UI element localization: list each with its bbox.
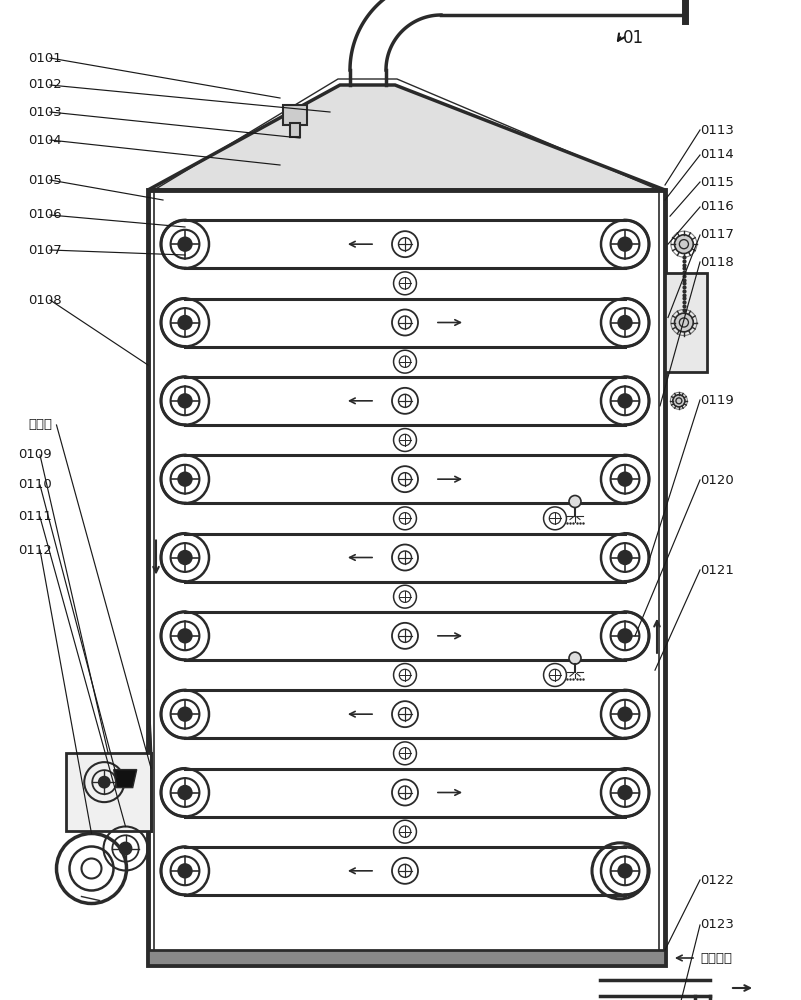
Text: 0123: 0123 [700,918,734,932]
Text: 观察口: 观察口 [28,418,52,432]
Circle shape [618,551,632,564]
Text: 0116: 0116 [700,200,734,214]
Bar [148,190,665,965]
Text: 0121: 0121 [700,564,734,576]
Circle shape [673,395,685,407]
Circle shape [179,316,191,329]
Text: 0103: 0103 [28,105,62,118]
Circle shape [618,472,632,486]
Circle shape [179,786,191,799]
Text: 0106: 0106 [28,209,62,222]
Text: 0119: 0119 [700,393,734,406]
Text: 0104: 0104 [28,133,62,146]
Text: 0122: 0122 [700,874,734,886]
Bar [66,752,151,830]
Bar [283,105,307,125]
Polygon shape [148,85,665,190]
Circle shape [618,237,632,251]
Circle shape [569,652,581,664]
Circle shape [179,237,191,251]
Text: 0115: 0115 [700,176,734,188]
Circle shape [618,394,632,408]
Text: 0111: 0111 [18,510,52,524]
Bar [665,273,707,372]
Circle shape [569,495,581,508]
Circle shape [179,472,191,486]
Text: 0105: 0105 [28,174,62,186]
Circle shape [618,786,632,799]
Text: 0112: 0112 [18,544,52,556]
Text: 0108: 0108 [28,294,62,306]
Bar [154,190,659,959]
Circle shape [179,394,191,408]
Circle shape [179,864,191,878]
Circle shape [179,707,191,721]
Circle shape [179,629,191,643]
Circle shape [119,842,131,855]
Text: 0117: 0117 [700,229,734,241]
Circle shape [618,707,632,721]
Text: 0118: 0118 [700,255,734,268]
Text: 0102: 0102 [28,79,62,92]
Circle shape [179,551,191,564]
Text: 0113: 0113 [700,123,734,136]
Text: 0107: 0107 [28,243,62,256]
Bar [290,123,300,137]
Circle shape [99,777,110,788]
Text: 0109: 0109 [18,448,51,462]
Bar [148,950,665,965]
Circle shape [674,235,693,254]
Text: 0114: 0114 [700,148,734,161]
Text: 0120: 0120 [700,474,734,487]
Polygon shape [114,770,137,788]
Text: 01: 01 [623,29,644,47]
Text: 0101: 0101 [28,51,62,64]
Text: 循环料液: 循环料液 [700,952,732,964]
Circle shape [618,629,632,643]
Text: 0110: 0110 [18,479,52,491]
Circle shape [674,313,693,332]
Circle shape [618,864,632,878]
Circle shape [618,316,632,329]
